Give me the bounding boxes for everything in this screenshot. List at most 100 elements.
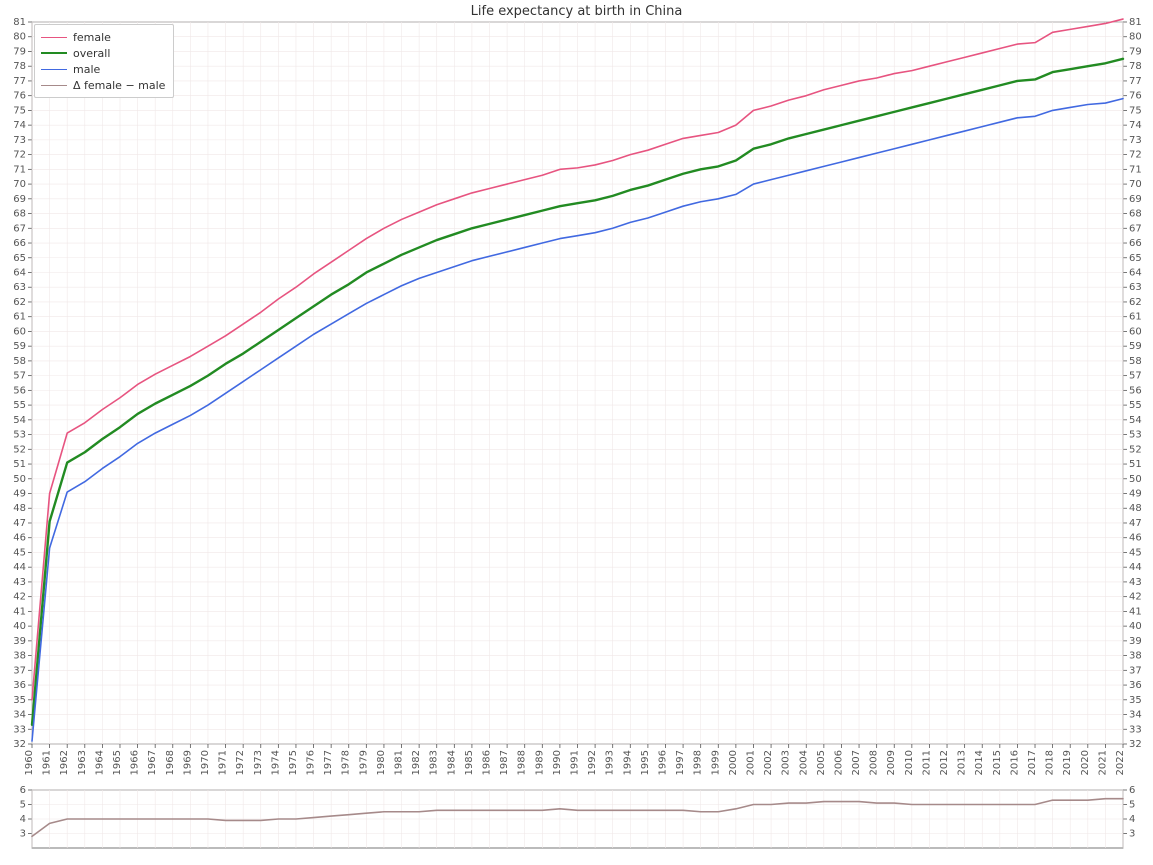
svg-text:2013: 2013: [957, 750, 968, 775]
svg-text:2004: 2004: [798, 750, 809, 775]
svg-text:73: 73: [13, 135, 26, 146]
svg-text:3: 3: [1129, 829, 1135, 840]
chart-container: Life expectancy at birth in China 323233…: [0, 0, 1153, 865]
svg-text:1983: 1983: [429, 750, 440, 775]
svg-text:65: 65: [13, 253, 26, 264]
svg-text:38: 38: [1129, 651, 1142, 662]
svg-text:81: 81: [1129, 17, 1142, 28]
legend-item: male: [41, 61, 165, 77]
svg-text:1990: 1990: [552, 750, 563, 775]
svg-text:2005: 2005: [816, 750, 827, 775]
svg-text:53: 53: [1129, 430, 1142, 441]
svg-text:1973: 1973: [253, 750, 264, 775]
svg-text:64: 64: [13, 267, 26, 278]
svg-text:2009: 2009: [886, 750, 897, 775]
svg-text:2020: 2020: [1080, 750, 1091, 775]
svg-text:1989: 1989: [534, 750, 545, 775]
svg-text:2000: 2000: [728, 750, 739, 775]
svg-text:46: 46: [13, 533, 26, 544]
svg-text:2010: 2010: [904, 750, 915, 775]
svg-text:2022: 2022: [1115, 750, 1126, 775]
svg-text:4: 4: [20, 814, 26, 825]
svg-text:77: 77: [13, 76, 26, 87]
svg-text:41: 41: [13, 606, 26, 617]
svg-text:79: 79: [13, 46, 26, 57]
svg-text:50: 50: [1129, 474, 1142, 485]
svg-text:67: 67: [13, 223, 26, 234]
svg-text:1994: 1994: [622, 750, 633, 775]
svg-text:34: 34: [1129, 710, 1142, 721]
svg-text:6: 6: [20, 785, 26, 796]
svg-text:37: 37: [13, 665, 26, 676]
svg-text:45: 45: [13, 547, 26, 558]
svg-text:40: 40: [13, 621, 26, 632]
svg-text:2021: 2021: [1097, 750, 1108, 775]
svg-text:68: 68: [13, 209, 26, 220]
svg-text:2015: 2015: [992, 750, 1003, 775]
svg-text:1999: 1999: [710, 750, 721, 775]
svg-text:2007: 2007: [851, 750, 862, 775]
svg-text:60: 60: [1129, 326, 1142, 337]
legend: femaleoverall male Δ female − male: [34, 24, 174, 98]
svg-text:32: 32: [1129, 739, 1142, 750]
svg-text:75: 75: [1129, 105, 1142, 116]
svg-text:2018: 2018: [1045, 750, 1056, 775]
svg-text:81: 81: [13, 17, 26, 28]
svg-text:34: 34: [13, 710, 26, 721]
svg-text:1977: 1977: [323, 750, 334, 775]
svg-text:1965: 1965: [112, 750, 123, 775]
svg-text:80: 80: [1129, 32, 1142, 43]
svg-text:2017: 2017: [1027, 750, 1038, 775]
svg-text:55: 55: [1129, 400, 1142, 411]
svg-text:48: 48: [1129, 503, 1142, 514]
svg-text:1996: 1996: [657, 750, 668, 775]
svg-text:1991: 1991: [570, 750, 581, 775]
svg-text:79: 79: [1129, 46, 1142, 57]
svg-text:42: 42: [1129, 592, 1142, 603]
svg-text:69: 69: [13, 194, 26, 205]
svg-text:1984: 1984: [446, 750, 457, 775]
svg-text:1968: 1968: [165, 750, 176, 775]
svg-text:62: 62: [1129, 297, 1142, 308]
svg-text:78: 78: [1129, 61, 1142, 72]
svg-text:36: 36: [13, 680, 26, 691]
legend-swatch: [41, 37, 67, 38]
svg-text:65: 65: [1129, 253, 1142, 264]
svg-text:1976: 1976: [306, 750, 317, 775]
svg-text:1971: 1971: [218, 750, 229, 775]
svg-text:1972: 1972: [235, 750, 246, 775]
svg-text:66: 66: [13, 238, 26, 249]
svg-text:63: 63: [13, 282, 26, 293]
svg-text:60: 60: [13, 326, 26, 337]
svg-text:1979: 1979: [358, 750, 369, 775]
svg-text:59: 59: [1129, 341, 1142, 352]
legend-item: overall: [41, 45, 165, 61]
svg-text:48: 48: [13, 503, 26, 514]
legend-label: male: [73, 63, 100, 76]
svg-text:1963: 1963: [77, 750, 88, 775]
svg-text:51: 51: [1129, 459, 1142, 470]
svg-text:1970: 1970: [200, 750, 211, 775]
legend-swatch: [41, 69, 67, 70]
legend-label: Δ female − male: [73, 79, 165, 92]
svg-text:2003: 2003: [781, 750, 792, 775]
legend-item: female: [41, 29, 165, 45]
svg-text:46: 46: [1129, 533, 1142, 544]
svg-text:53: 53: [13, 430, 26, 441]
svg-text:37: 37: [1129, 665, 1142, 676]
svg-text:49: 49: [13, 489, 26, 500]
svg-text:58: 58: [1129, 356, 1142, 367]
svg-text:1960: 1960: [24, 750, 35, 775]
svg-text:75: 75: [13, 105, 26, 116]
svg-text:52: 52: [1129, 444, 1142, 455]
svg-text:2016: 2016: [1009, 750, 1020, 775]
svg-text:38: 38: [13, 651, 26, 662]
svg-text:2001: 2001: [745, 750, 756, 775]
svg-text:78: 78: [13, 61, 26, 72]
svg-text:2014: 2014: [974, 750, 985, 775]
svg-text:57: 57: [1129, 371, 1142, 382]
svg-text:69: 69: [1129, 194, 1142, 205]
svg-text:2011: 2011: [921, 750, 932, 775]
svg-text:1985: 1985: [464, 750, 475, 775]
svg-text:1982: 1982: [411, 750, 422, 775]
